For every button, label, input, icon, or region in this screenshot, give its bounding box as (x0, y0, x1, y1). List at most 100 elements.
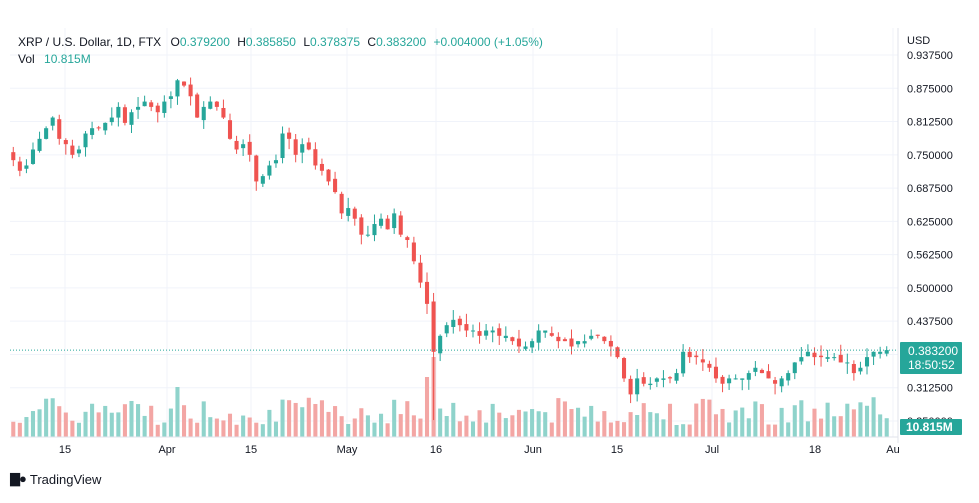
volume-bar (733, 410, 738, 437)
volume-bar (825, 402, 830, 437)
volume-bar (195, 422, 200, 437)
volume-bar (556, 398, 561, 437)
volume-bar (845, 403, 850, 437)
volume-bar (595, 421, 600, 437)
candle-body (326, 169, 331, 182)
candle-body (667, 377, 673, 379)
candle-body (44, 128, 49, 139)
open-value: 0.379200 (179, 35, 230, 49)
candle-body (720, 376, 725, 384)
volume-bar (234, 424, 239, 437)
branding[interactable]: ▇● TradingView (10, 471, 101, 487)
volume-bar (267, 409, 272, 437)
candle-body (195, 94, 200, 118)
volume-bar (864, 405, 870, 437)
volume-bar (17, 422, 22, 437)
candle-body (608, 340, 613, 347)
price-badge: 0.383200 18:50:52 (900, 342, 962, 374)
candle-body (385, 218, 390, 230)
x-tick-label: 15 (611, 444, 623, 456)
candle-body (273, 160, 279, 164)
candle-body (63, 140, 68, 145)
volume-bar (162, 422, 167, 437)
candle-body (181, 81, 187, 86)
volume-bar (37, 409, 42, 437)
volume-bar (339, 416, 344, 437)
volume-bar (30, 411, 36, 437)
candle-body (733, 378, 738, 380)
candle-body (674, 373, 679, 381)
price-badge-value: 0.383200 (908, 344, 958, 358)
candle-body (464, 324, 469, 331)
candle-body (17, 161, 22, 171)
candle-body (621, 358, 627, 379)
y-tick-label: 0.437500 (907, 316, 953, 328)
candle-body (11, 152, 16, 161)
volume-bar (444, 416, 449, 437)
candle-body (359, 217, 364, 235)
candle-body (392, 213, 397, 229)
candle-body (300, 144, 305, 153)
candles (11, 77, 889, 421)
candle-body (477, 331, 482, 336)
volume-bar (221, 420, 226, 437)
candle-body (96, 127, 101, 129)
price-axis[interactable]: 0.937500 0.875000 0.812500 0.750000 0.687500… (897, 28, 953, 443)
candle-body (582, 341, 587, 344)
volume-bar (208, 417, 213, 437)
candle-body (694, 355, 699, 358)
currency-label: USD (907, 35, 930, 47)
tradingview-logo-icon: ▇● (10, 471, 27, 486)
candle-body (713, 366, 719, 379)
candle-body (247, 141, 252, 155)
volume-badge: 10.815M (900, 419, 962, 435)
volume-bar (280, 399, 285, 437)
volume-bar (333, 406, 338, 437)
candle-body (562, 339, 567, 342)
candle-body (90, 128, 95, 135)
candle-body (759, 369, 764, 374)
volume-bar (83, 411, 88, 437)
volume-bar (103, 405, 108, 437)
volume-bar (694, 403, 699, 437)
volume-bar (516, 409, 521, 437)
volume-bar (300, 407, 305, 437)
volume-bar (884, 418, 889, 437)
x-tick-label: May (337, 444, 358, 456)
open-label: O (170, 35, 180, 49)
volume-bar (181, 405, 187, 437)
volume-badge-value: 10.815M (906, 420, 953, 434)
volume-bar (90, 403, 95, 437)
candle-body (773, 380, 778, 384)
y-tick-label: 0.937500 (907, 50, 953, 62)
volume-bar (582, 416, 587, 437)
close-value: 0.383200 (376, 35, 427, 49)
volume-bar (260, 424, 265, 437)
volume-bar (57, 406, 62, 437)
low-value: 0.378375 (310, 35, 361, 49)
candle-body (306, 142, 311, 150)
candle-body (372, 224, 377, 236)
y-tick-label: 0.312500 (907, 383, 953, 395)
time-axis[interactable]: 15 Apr 15 May 16 Jun 15 Jul 18 Au (10, 436, 900, 456)
volume-bar (293, 402, 298, 437)
candle-body (497, 328, 502, 336)
candle-body (503, 335, 508, 339)
candle-body (260, 176, 265, 184)
candle-body (825, 357, 830, 359)
candle-body (556, 336, 561, 342)
x-tick-label: 16 (430, 444, 442, 456)
brand-name: TradingView (29, 471, 102, 487)
candle-body (530, 341, 535, 348)
candle-body (339, 193, 344, 214)
volume-bar (589, 405, 594, 437)
volume-bar (851, 409, 856, 437)
volume-bar (136, 404, 141, 437)
volume-bar (70, 420, 75, 437)
volume-bar (306, 397, 311, 437)
symbol-title: XRP / U.S. Dollar, 1D, FTX (18, 35, 162, 49)
candle-body (661, 378, 666, 380)
volume-bar (63, 412, 68, 437)
